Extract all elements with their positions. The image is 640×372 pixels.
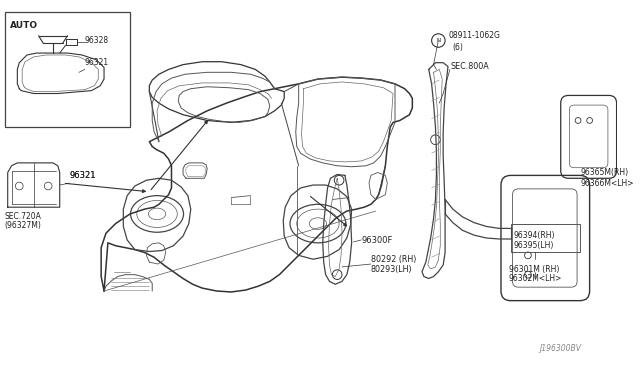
- Text: 96321: 96321: [69, 171, 96, 180]
- Text: J196300BV: J196300BV: [540, 344, 582, 353]
- Text: 96321: 96321: [69, 171, 96, 180]
- Text: SEC.800A: SEC.800A: [451, 62, 490, 71]
- Text: (6): (6): [453, 43, 464, 52]
- Bar: [511, 224, 580, 253]
- Text: (96327M): (96327M): [5, 221, 42, 230]
- Text: 96321: 96321: [84, 58, 109, 67]
- Text: 96395(LH): 96395(LH): [513, 241, 554, 250]
- Text: 96366M<LH>: 96366M<LH>: [581, 179, 634, 188]
- Text: 80292 (RH): 80292 (RH): [371, 255, 416, 264]
- Text: 96300F: 96300F: [362, 236, 393, 245]
- Text: 08911-1062G: 08911-1062G: [449, 31, 501, 40]
- Text: 96365M(RH): 96365M(RH): [581, 169, 629, 177]
- Text: 96301M (RH): 96301M (RH): [509, 265, 559, 274]
- Bar: [5, 12, 130, 127]
- Text: N: N: [436, 38, 440, 43]
- Text: 96394(RH): 96394(RH): [513, 231, 555, 240]
- Text: 80293(LH): 80293(LH): [371, 265, 413, 274]
- Text: SEC.720A: SEC.720A: [5, 212, 42, 221]
- Text: 96328: 96328: [84, 36, 109, 45]
- Text: AUTO: AUTO: [10, 21, 38, 30]
- Text: 96302M<LH>: 96302M<LH>: [509, 275, 562, 283]
